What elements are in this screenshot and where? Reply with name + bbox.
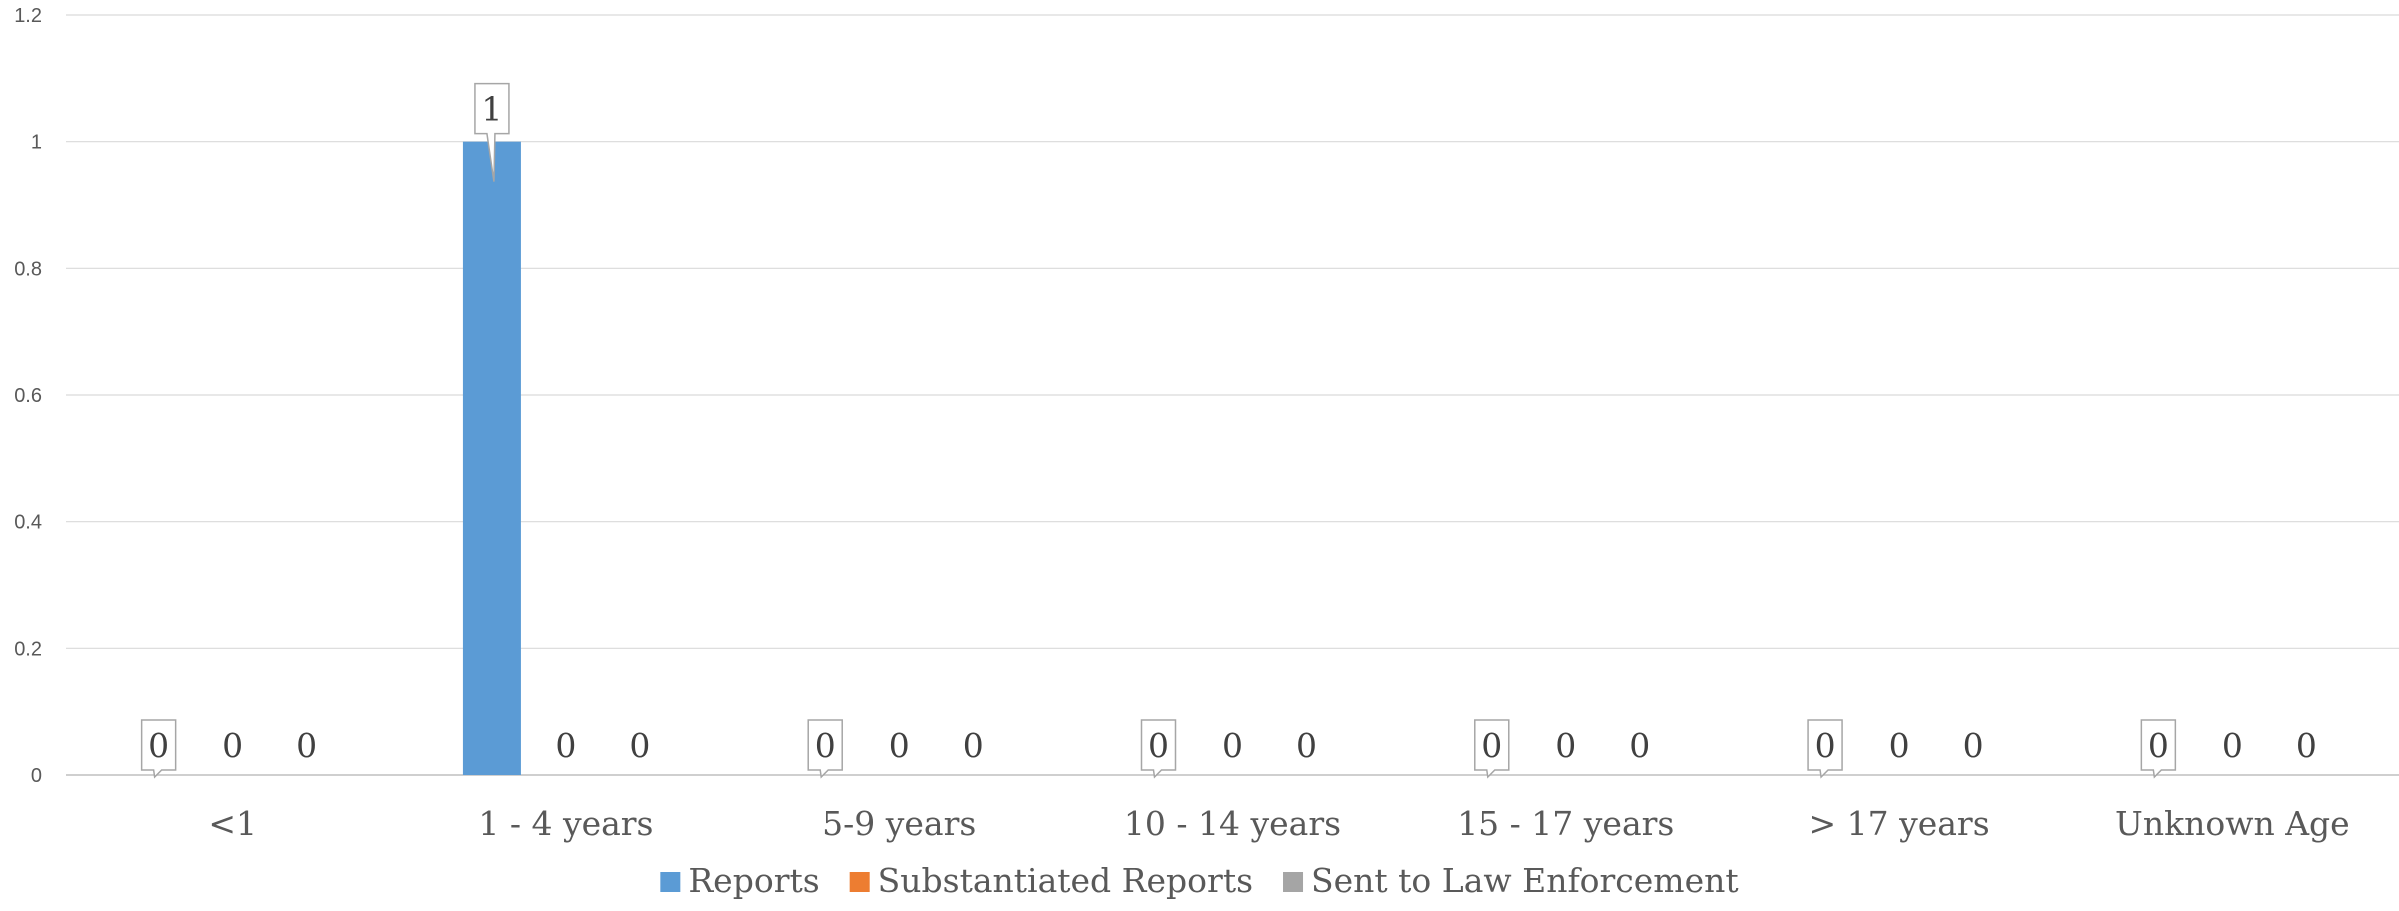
data-label: 0 <box>1629 726 1650 765</box>
x-tick-label: 5-9 years <box>822 804 976 843</box>
legend-swatch <box>660 872 681 892</box>
legend-label: Sent to Law Enforcement <box>1311 861 1739 900</box>
x-tick-label: Unknown Age <box>2115 804 2350 843</box>
legend-label: Reports <box>688 861 819 900</box>
data-label: 0 <box>1481 726 1502 765</box>
legend-item[interactable]: Reports <box>660 861 820 900</box>
y-tick-label: 0.8 <box>14 258 42 280</box>
data-label: 0 <box>889 726 910 765</box>
y-tick-label: 0.2 <box>14 638 42 660</box>
data-label: 0 <box>1296 726 1317 765</box>
data-label: 0 <box>222 726 243 765</box>
data-label: 0 <box>1148 726 1169 765</box>
data-label-callout <box>1807 719 1843 779</box>
data-label: 0 <box>555 726 576 765</box>
x-tick-label: <1 <box>208 804 257 843</box>
data-label-callout <box>807 719 843 779</box>
x-tick-label: 1 - 4 years <box>478 804 653 843</box>
data-label: 0 <box>2296 726 2317 765</box>
data-label: 1 <box>481 90 502 129</box>
y-tick-label: 1.2 <box>14 5 42 27</box>
legend[interactable]: Reports Substantiated Reports Sent to Law … <box>660 861 1739 900</box>
data-label: 0 <box>2148 726 2169 765</box>
y-tick-label: 0 <box>31 765 42 787</box>
gridlines <box>66 14 2399 776</box>
y-tick-label: 1 <box>31 132 42 154</box>
y-axis: 0 0.2 0.4 0.6 0.8 1 1.2 <box>14 5 42 787</box>
data-label-callout <box>1474 719 1510 779</box>
y-tick-label: 0.4 <box>14 512 42 534</box>
legend-swatch <box>1283 872 1304 892</box>
x-tick-label: > 17 years <box>1808 804 1989 843</box>
bar[interactable] <box>462 141 521 775</box>
data-labels: 0 0 0 1 0 0 0 0 0 0 0 0 0 0 0 0 0 0 0 0 0 <box>140 82 2317 779</box>
data-label-callout <box>474 82 510 182</box>
data-label: 0 <box>1889 726 1910 765</box>
data-label: 0 <box>2222 726 2243 765</box>
data-label: 0 <box>1555 726 1576 765</box>
x-axis: <1 1 - 4 years 5-9 years 10 - 14 years 15 - … <box>208 804 2349 843</box>
data-label: 0 <box>815 726 836 765</box>
data-label-callout <box>1140 719 1177 779</box>
legend-swatch <box>849 872 870 892</box>
y-tick-label: 0.6 <box>14 385 42 407</box>
data-label: 0 <box>1815 726 1836 765</box>
legend-label: Substantiated Reports <box>878 861 1253 900</box>
data-label: 0 <box>296 726 317 765</box>
data-label-callout <box>140 719 177 779</box>
data-label: 0 <box>629 726 650 765</box>
x-tick-label: 10 - 14 years <box>1124 804 1341 843</box>
x-tick-label: 15 - 17 years <box>1457 804 1674 843</box>
data-label: 0 <box>963 726 984 765</box>
data-label-callout <box>2140 719 2177 779</box>
legend-item[interactable]: Substantiated Reports <box>849 861 1253 900</box>
data-label: 0 <box>148 726 169 765</box>
data-label: 0 <box>1963 726 1984 765</box>
bars <box>462 141 521 775</box>
data-label: 0 <box>1222 726 1243 765</box>
legend-item[interactable]: Sent to Law Enforcement <box>1283 861 1739 900</box>
